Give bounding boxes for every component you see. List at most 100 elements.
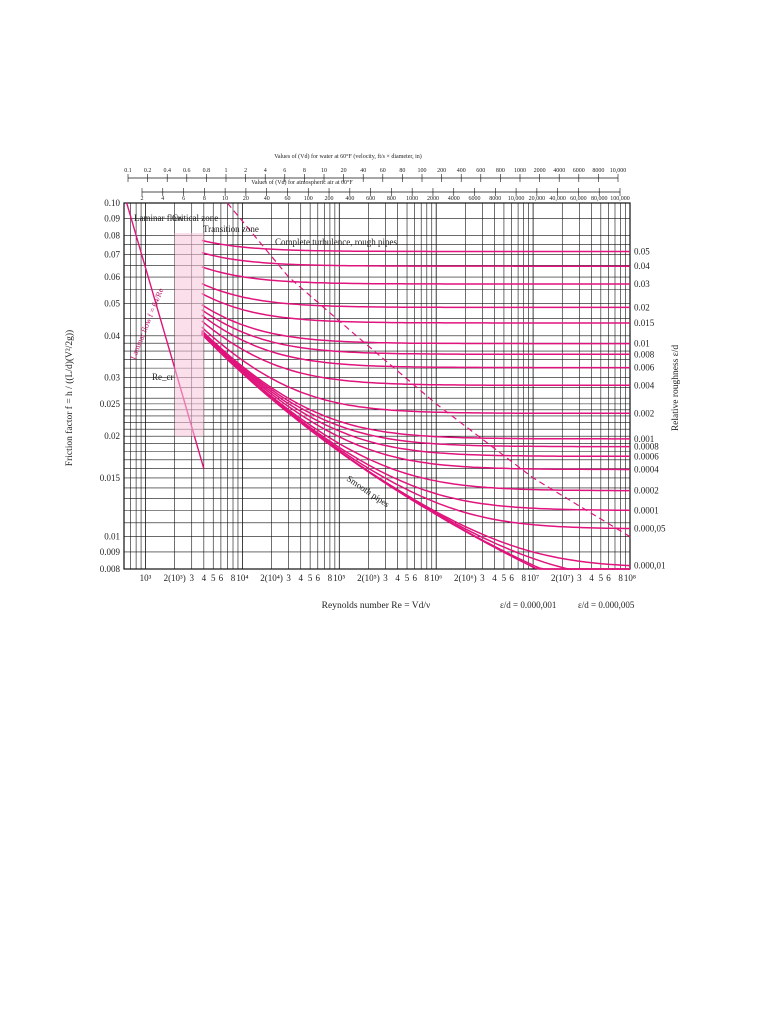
roughness-label: 0.0006 <box>634 451 659 461</box>
x-tick-label: 6 <box>219 573 224 583</box>
air-axis-label: 100,000 <box>610 196 630 202</box>
critical-zone-label: Critical zone <box>172 213 218 223</box>
air-axis-label: 60,000 <box>570 196 587 202</box>
x-tick-label: 3 <box>189 573 194 583</box>
x-tick-label: 2(10⁷) <box>551 573 574 583</box>
x-tick-label: 2(10⁴) <box>260 573 283 583</box>
x-tick-label: 3 <box>577 573 582 583</box>
y-tick-label: 0.09 <box>104 213 120 223</box>
air-axis-label: 800 <box>387 196 396 202</box>
water-axis-label: 4000 <box>553 168 565 174</box>
x-tick-label: 6 <box>412 573 417 583</box>
y-tick-label: 0.06 <box>104 272 120 282</box>
roughness-label: 0.0004 <box>634 464 659 474</box>
x-tick-label: 8 <box>231 573 236 583</box>
roughness-label: 0.015 <box>634 318 655 328</box>
water-axis-label: 800 <box>496 168 505 174</box>
y-tick-label: 0.008 <box>100 564 121 574</box>
x-tick-label: 10⁸ <box>624 573 636 583</box>
y-tick-label: 0.009 <box>100 547 121 557</box>
roughness-curve <box>201 239 630 253</box>
air-axis-label: 1000 <box>406 196 418 202</box>
laminar-flow-label: Laminar flow <box>134 213 184 223</box>
air-axis-label: 8000 <box>489 196 501 202</box>
water-axis-label: 0.1 <box>124 168 132 174</box>
y-tick-label: 0.08 <box>104 230 120 240</box>
roughness-curve <box>201 292 630 324</box>
y2-axis-title: Relative roughness ε/d <box>671 345 681 432</box>
x-tick-label: 4 <box>395 573 400 583</box>
air-axis-label: 20 <box>243 196 249 202</box>
y-tick-label: 0.05 <box>104 298 120 308</box>
bottom-annotation-1: ε/d = 0.000,001 <box>500 600 556 610</box>
roughness-label: 0.03 <box>634 279 650 289</box>
water-axis-label: 60 <box>380 168 386 174</box>
x-tick-label: 5 <box>211 573 216 583</box>
y-tick-label: 0.04 <box>104 331 120 341</box>
roughness-curve <box>201 326 630 415</box>
smooth-pipe-curve <box>201 333 630 570</box>
roughness-curve <box>201 314 630 369</box>
air-axis-label: 80,000 <box>591 196 608 202</box>
critical-zone-shade <box>174 233 204 437</box>
x-tick-label: 2(10⁶) <box>454 573 477 583</box>
water-axis-label: 40 <box>360 168 366 174</box>
recr-label: Re_cr <box>152 372 174 382</box>
x-tick-label: 10⁶ <box>430 573 442 583</box>
water-axis-label: 2 <box>244 168 247 174</box>
water-axis-label: 4 <box>264 168 267 174</box>
air-axis-label: 2000 <box>427 196 439 202</box>
y-tick-label: 0.02 <box>104 431 120 441</box>
water-axis-label: 0.8 <box>203 168 211 174</box>
roughness-curve <box>201 309 630 356</box>
top-air-title: Values of (Vd) for atmospheric air at 60… <box>251 179 353 186</box>
transition-zone-label: Transition zone <box>203 224 259 234</box>
roughness-label: 0.05 <box>634 247 650 257</box>
water-axis-label: 100 <box>418 168 427 174</box>
air-axis-label: 10,000 <box>508 196 525 202</box>
roughness-label: 0.000,05 <box>634 524 666 534</box>
roughness-curve <box>201 304 630 345</box>
air-axis-label: 20,000 <box>529 196 546 202</box>
roughness-curve <box>201 320 630 387</box>
roughness-label: 0.02 <box>634 302 650 312</box>
bottom-annotation-2: ε/d = 0.000,005 <box>578 600 635 610</box>
water-axis-label: 0.4 <box>163 168 171 174</box>
y-tick-label: 0.07 <box>104 250 120 260</box>
roughness-curve <box>201 333 631 512</box>
curves <box>126 202 631 570</box>
labels: 0.100.090.080.070.060.050.040.030.0250.0… <box>100 198 666 583</box>
x-tick-label: 3 <box>383 573 388 583</box>
air-axis-label: 600 <box>366 196 375 202</box>
x-tick-label: 8 <box>328 573 333 583</box>
water-axis-label: 0.6 <box>183 168 191 174</box>
y-tick-label: 0.025 <box>100 399 121 409</box>
x-tick-label: 8 <box>425 573 430 583</box>
water-axis-label: 80 <box>399 168 405 174</box>
water-axis-label: 6000 <box>573 168 585 174</box>
water-axis-label: 400 <box>457 168 466 174</box>
water-axis-label: 1 <box>225 168 228 174</box>
water-axis-label: 1000 <box>514 168 526 174</box>
roughness-curve <box>201 332 630 492</box>
roughness-curve <box>201 333 630 530</box>
air-axis-label: 60 <box>284 196 290 202</box>
top-axes: 0.1 0.2 0.4 0.6 0.8 1 2 4 6 8 10 20 40 60 80 100 200 400 6… <box>124 168 630 202</box>
water-axis-label: 600 <box>476 168 485 174</box>
air-axis-label: 6 <box>182 196 185 202</box>
air-axis-label: 40 <box>264 196 270 202</box>
roughness-label: 0.004 <box>634 380 655 390</box>
water-axis-label: 8 <box>303 168 306 174</box>
roughness-curve <box>201 331 630 471</box>
air-axis-label: 200 <box>325 196 334 202</box>
turbulence-boundary-line <box>226 202 631 538</box>
water-axis-label: 0.2 <box>144 168 152 174</box>
x-tick-label: 10³ <box>140 573 152 583</box>
roughness-curve <box>201 331 630 458</box>
y-tick-label: 0.10 <box>104 198 120 208</box>
x-tick-label: 5 <box>502 573 507 583</box>
air-axis-label: 4 <box>161 196 164 202</box>
water-axis-label: 20 <box>341 168 347 174</box>
x-tick-label: 6 <box>509 573 514 583</box>
